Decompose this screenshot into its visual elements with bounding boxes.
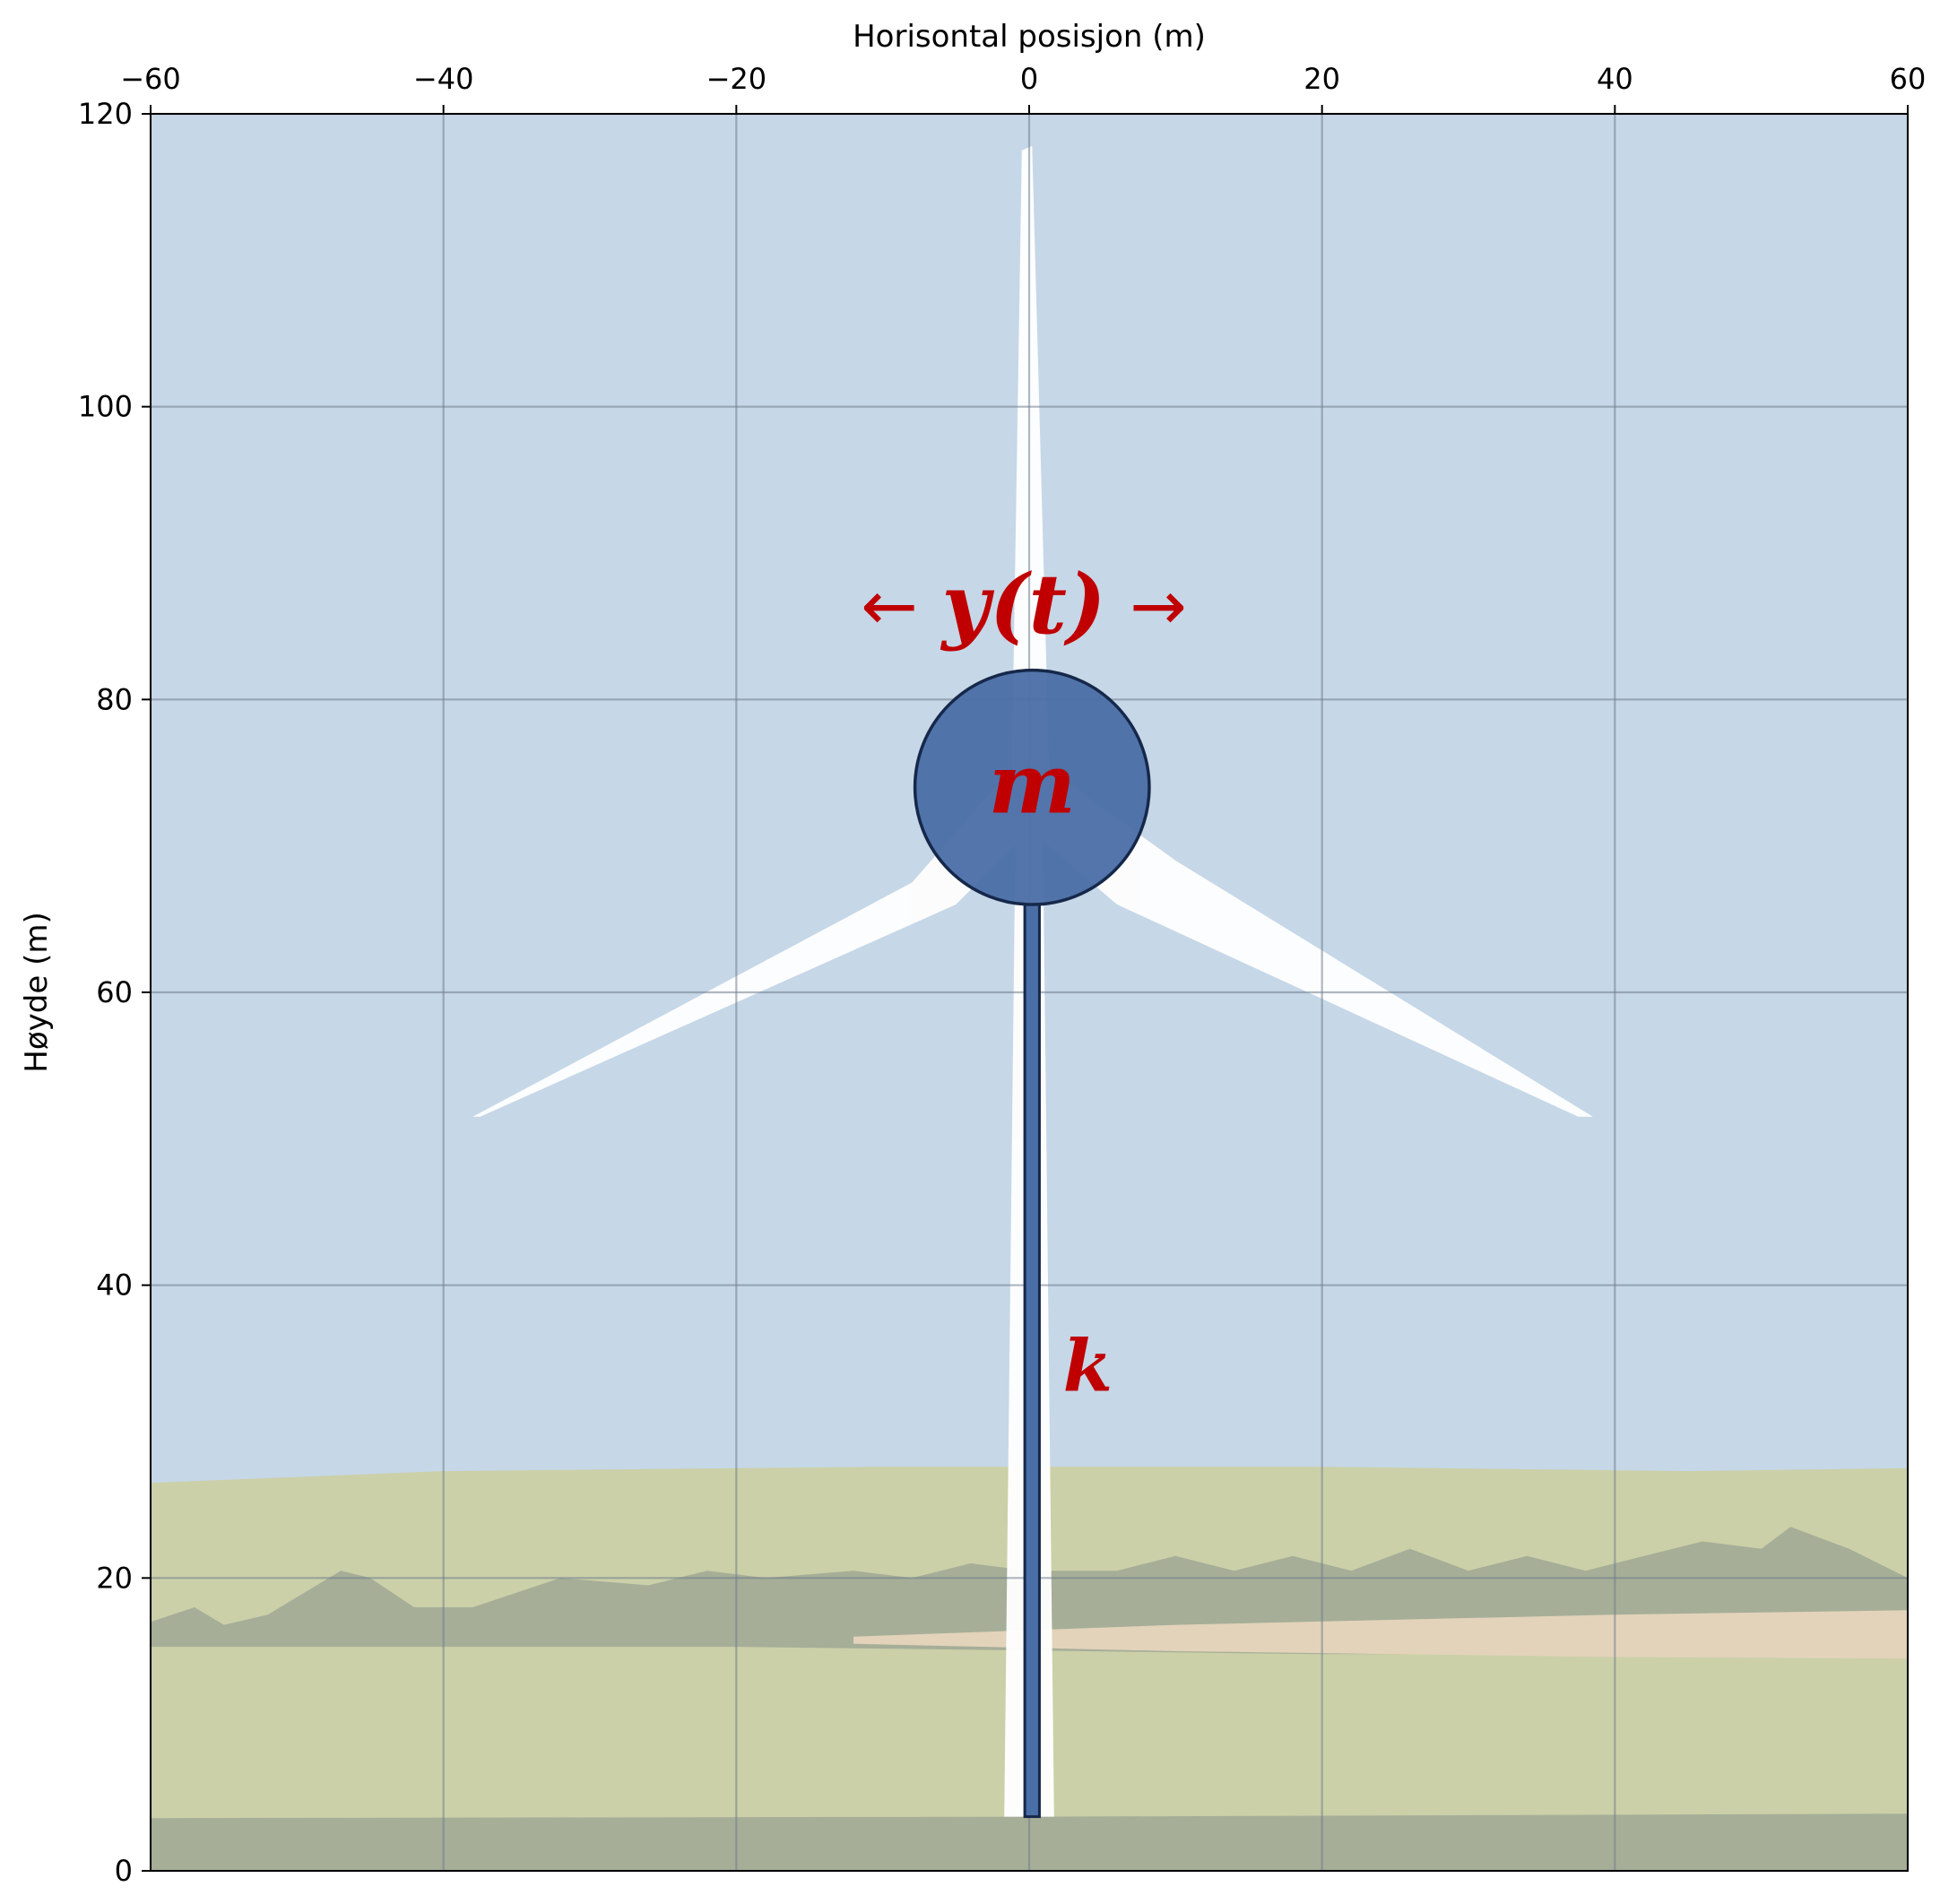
y-tick-label: 60	[96, 975, 133, 1009]
turbine-blade-up	[1011, 145, 1050, 788]
x-tick-label: −20	[706, 62, 767, 96]
right-arrow: →	[1130, 566, 1187, 645]
mass-label: m	[989, 735, 1076, 832]
x-axis-ticks: −60 −40 −20 0 20 40 60	[120, 62, 1926, 114]
y-axis-title: Høyde (m)	[19, 912, 55, 1072]
x-tick-label: 20	[1303, 62, 1340, 96]
x-tick-label: −60	[120, 62, 181, 96]
displacement-symbol: y(t)	[940, 556, 1105, 653]
spring-tower	[1023, 903, 1041, 1819]
dirt-path	[853, 1610, 1908, 1659]
turbine-blade-right	[1014, 765, 1593, 1117]
y-axis-ticks: 0 20 40 60 80 100 120	[78, 97, 151, 1888]
mass-circle	[913, 668, 1151, 906]
displacement-label: ← y(t) →	[861, 556, 1187, 653]
y-tick-label: 80	[96, 682, 133, 716]
y-tick-label: 0	[115, 1854, 133, 1888]
x-tick-label: 60	[1890, 62, 1927, 96]
y-tick-label: 100	[78, 390, 133, 424]
x-tick-label: 40	[1597, 62, 1633, 96]
x-tick-label: 0	[1020, 62, 1038, 96]
x-axis-title: Horisontal posisjon (m)	[853, 19, 1206, 55]
left-arrow: ←	[861, 566, 918, 645]
spring-constant-label: k	[1063, 1324, 1113, 1408]
x-tick-label: −40	[413, 62, 474, 96]
y-tick-label: 120	[78, 97, 133, 131]
y-tick-label: 20	[96, 1561, 133, 1595]
y-tick-label: 40	[96, 1268, 133, 1303]
